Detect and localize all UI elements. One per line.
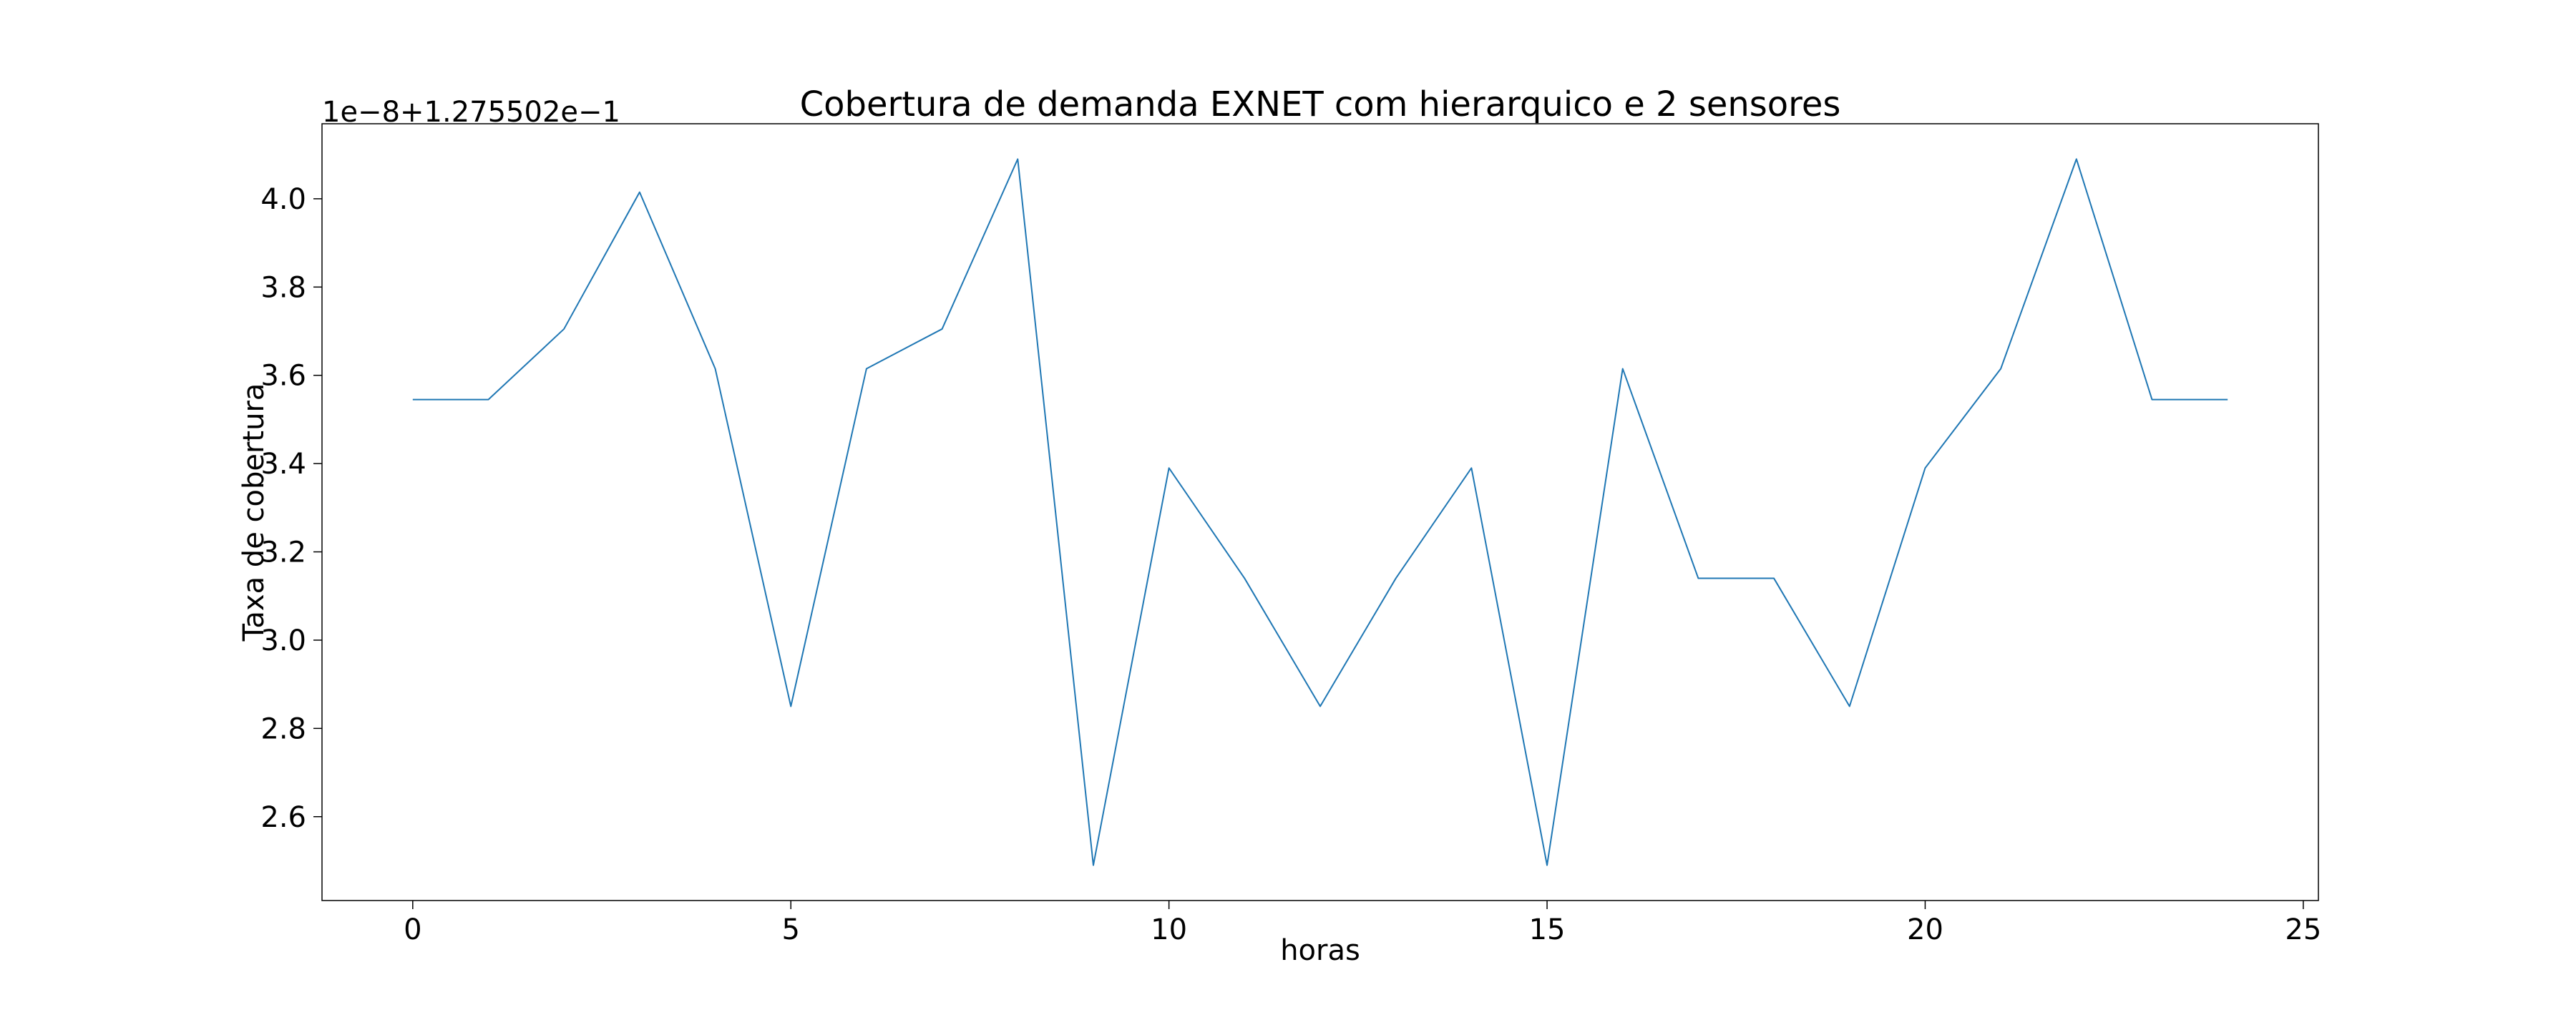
plot-frame [321,123,2319,901]
x-tick-label: 15 [1529,913,1566,946]
y-tick-label: 2.6 [260,801,306,834]
x-tick-label: 0 [404,913,421,946]
series-line [412,158,2228,866]
x-axis: 0 5 10 15 20 25 [404,901,2321,946]
y-axis-label: Taxa de cobertura [238,383,270,642]
y-tick-label: 2.8 [260,712,306,745]
y-tick-label: 3.2 [260,536,306,569]
y-tick-label: 3.6 [260,360,306,393]
y-axis: 2.6 2.8 3.0 3.2 3.4 3.6 3.8 4.0 [260,183,322,834]
series-group [412,158,2228,866]
y-tick-label: 4.0 [260,183,306,216]
chart-title: Cobertura de demanda EXNET com hierarqui… [800,84,1841,124]
y-tick-label: 3.4 [260,448,306,481]
x-axis-label: horas [1280,934,1360,967]
y-tick-label: 3.8 [260,271,306,304]
x-tick-label: 20 [1907,913,1943,946]
y-tick-label: 3.0 [260,624,306,657]
x-tick-label: 10 [1151,913,1187,946]
x-tick-label: 25 [2285,913,2321,946]
x-tick-label: 5 [782,913,800,946]
